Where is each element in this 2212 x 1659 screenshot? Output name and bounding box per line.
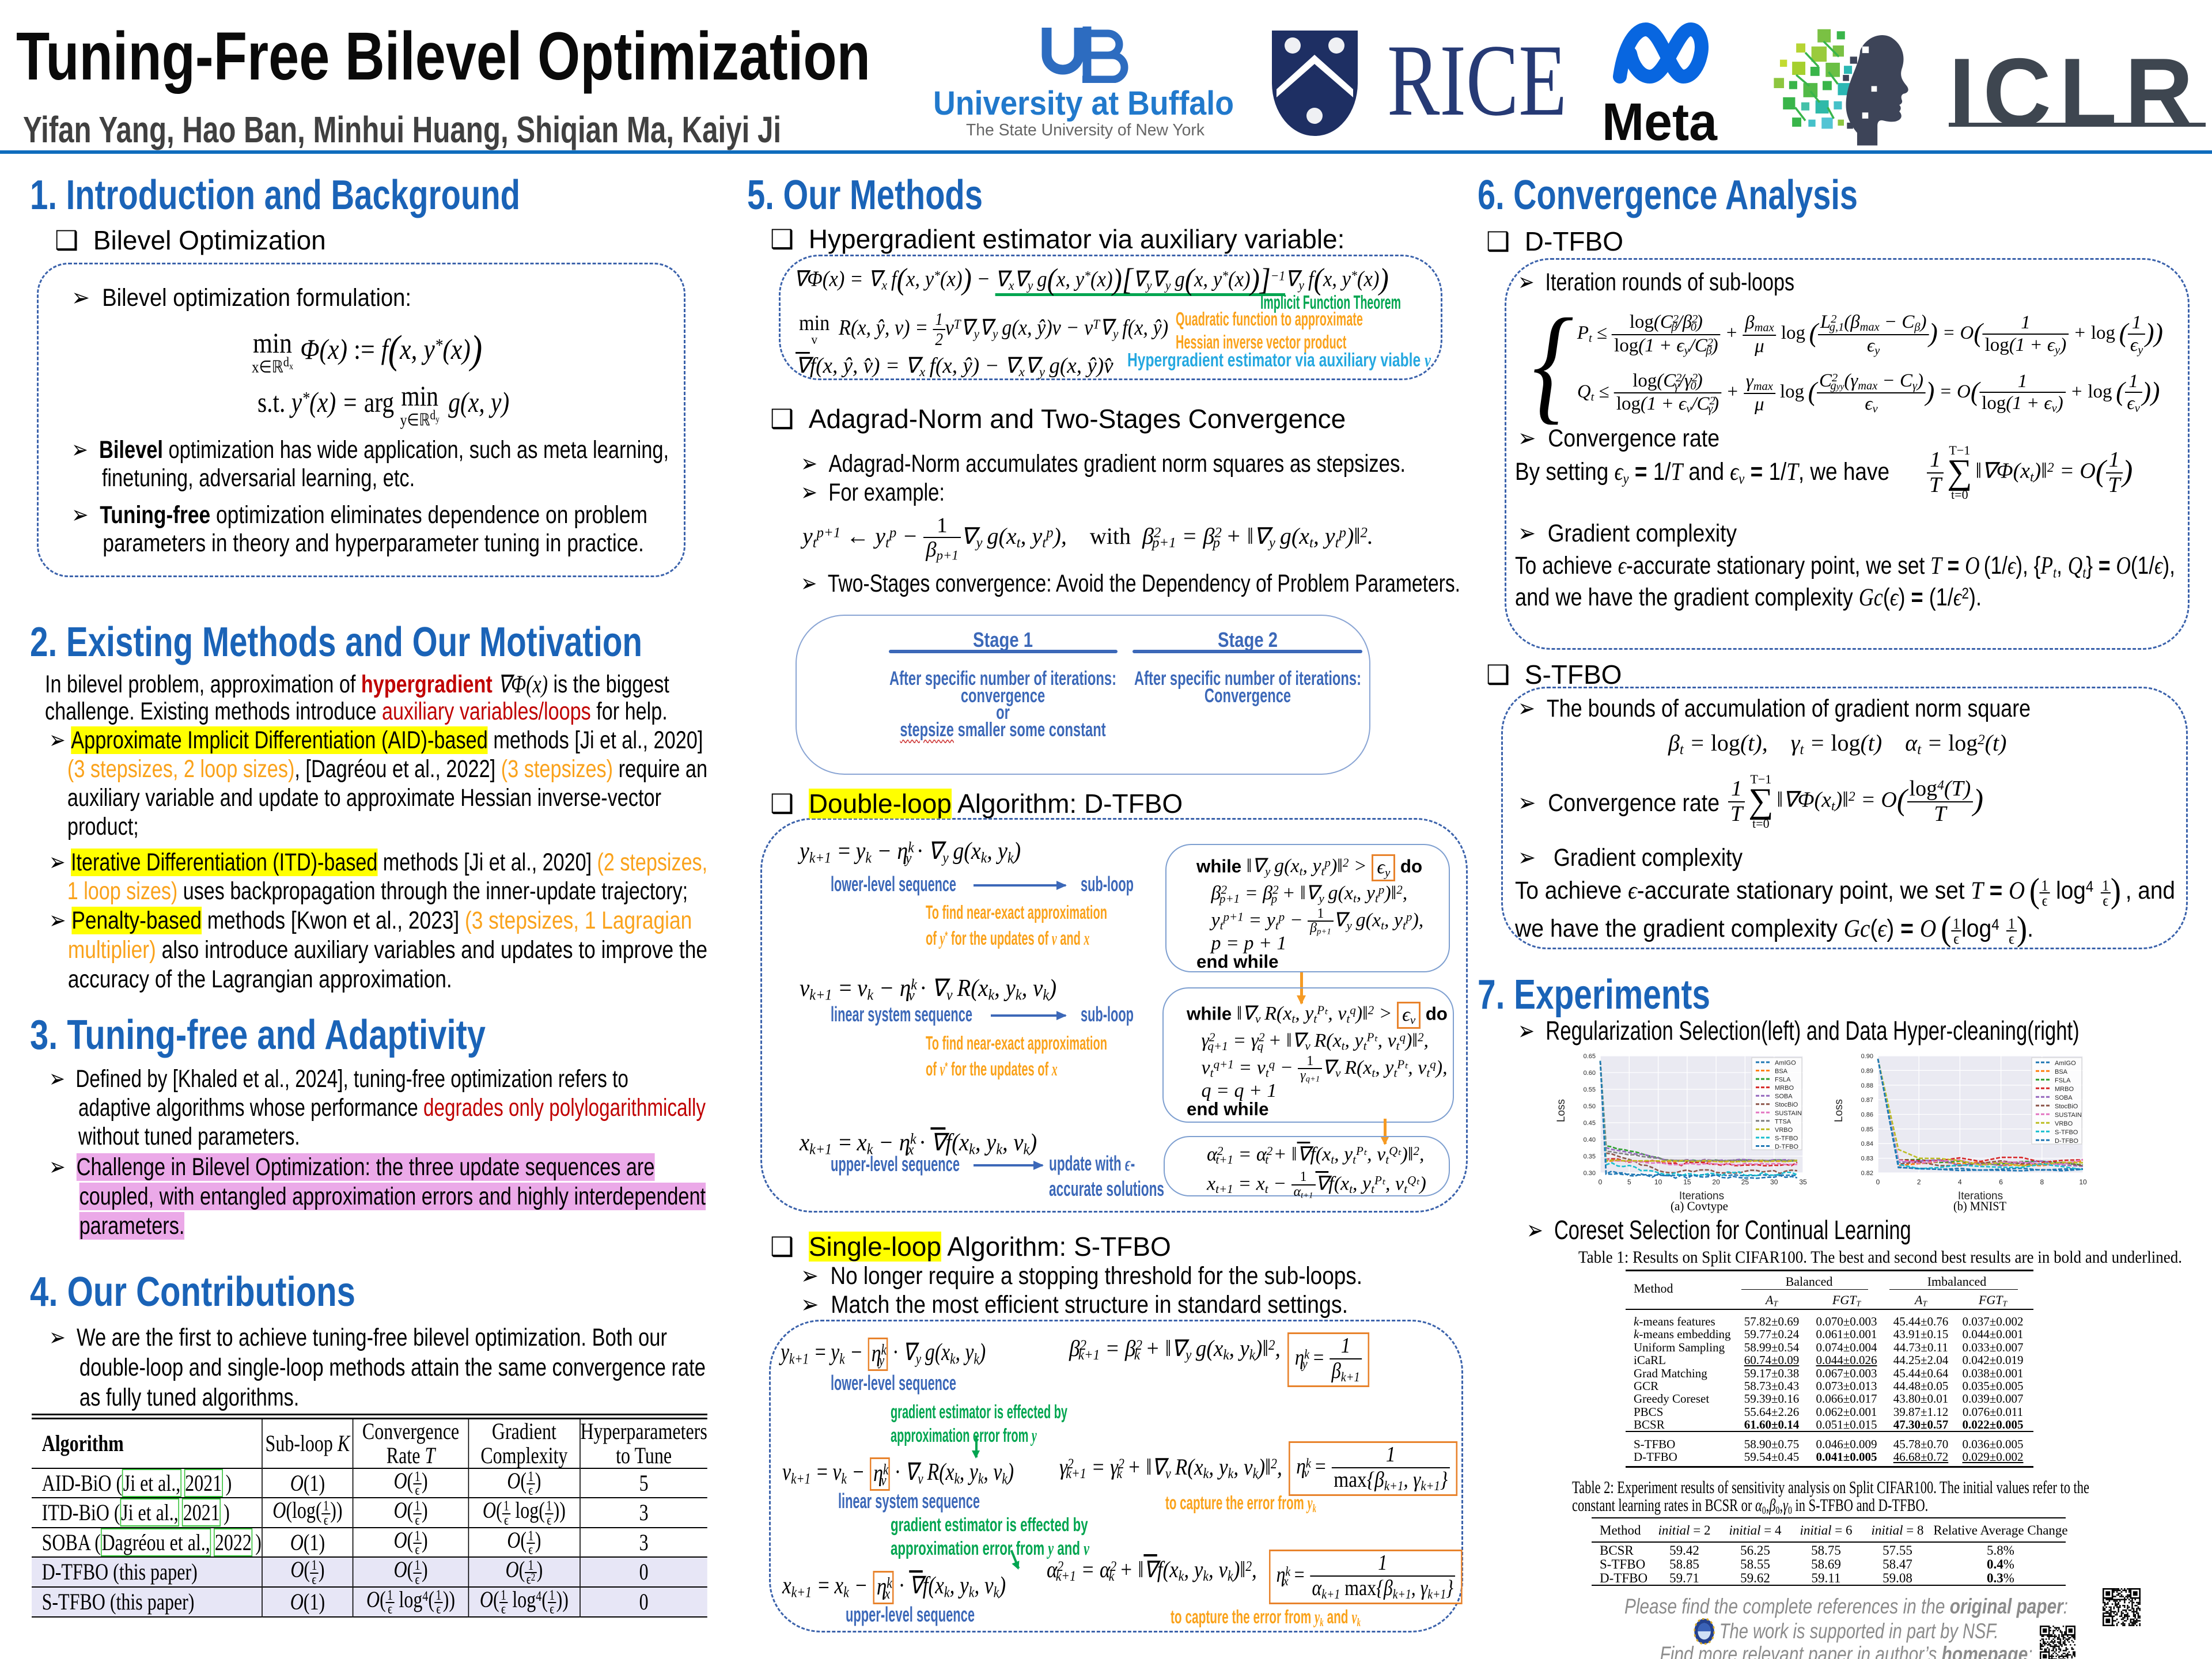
svg-text:S-TFBO: S-TFBO bbox=[2055, 1129, 2078, 1136]
svg-text:0.35: 0.35 bbox=[1584, 1153, 1596, 1160]
svg-text:0.88: 0.88 bbox=[1861, 1082, 1873, 1089]
svg-text:0.86: 0.86 bbox=[1861, 1112, 1873, 1119]
svg-text:MRBO: MRBO bbox=[2055, 1086, 2074, 1093]
svg-text:35: 35 bbox=[1799, 1178, 1807, 1186]
svg-text:BSA: BSA bbox=[1775, 1068, 1788, 1075]
svg-text:AmIGO: AmIGO bbox=[2055, 1060, 2076, 1067]
svg-text:0.65: 0.65 bbox=[1584, 1053, 1596, 1060]
svg-text:0.60: 0.60 bbox=[1584, 1070, 1596, 1077]
svg-text:0.83: 0.83 bbox=[1861, 1156, 1873, 1162]
svg-text:SOBA: SOBA bbox=[1775, 1093, 1793, 1100]
svg-text:6: 6 bbox=[1999, 1178, 2003, 1186]
svg-text:BSA: BSA bbox=[2055, 1069, 2068, 1075]
svg-text:FSLA: FSLA bbox=[1775, 1077, 1791, 1084]
svg-text:10: 10 bbox=[1654, 1178, 1662, 1186]
svg-text:MRBO: MRBO bbox=[1775, 1085, 1794, 1092]
svg-text:10: 10 bbox=[2079, 1178, 2087, 1186]
svg-text:AmIGO: AmIGO bbox=[1775, 1060, 1796, 1067]
svg-text:5: 5 bbox=[1627, 1178, 1631, 1186]
svg-text:SOBA: SOBA bbox=[2055, 1094, 2073, 1101]
svg-text:15: 15 bbox=[1683, 1178, 1691, 1186]
svg-text:0.90: 0.90 bbox=[1861, 1053, 1873, 1060]
svg-text:0.87: 0.87 bbox=[1861, 1097, 1873, 1104]
svg-text:0.85: 0.85 bbox=[1861, 1126, 1873, 1133]
svg-text:0: 0 bbox=[1876, 1178, 1880, 1186]
svg-text:TTSA: TTSA bbox=[1775, 1118, 1791, 1125]
svg-text:0.55: 0.55 bbox=[1584, 1086, 1596, 1093]
svg-text:0: 0 bbox=[1599, 1178, 1603, 1186]
svg-text:2: 2 bbox=[1917, 1178, 1921, 1186]
svg-text:VRBO: VRBO bbox=[1775, 1127, 1793, 1134]
svg-text:0.45: 0.45 bbox=[1584, 1120, 1596, 1127]
svg-text:30: 30 bbox=[1770, 1178, 1778, 1186]
svg-text:0.50: 0.50 bbox=[1584, 1103, 1596, 1110]
svg-text:0.89: 0.89 bbox=[1861, 1067, 1873, 1074]
svg-text:20: 20 bbox=[1712, 1178, 1720, 1186]
svg-text:Iterations: Iterations bbox=[1958, 1190, 2003, 1202]
svg-text:25: 25 bbox=[1741, 1178, 1749, 1186]
svg-text:SUSTAIN: SUSTAIN bbox=[2055, 1112, 2082, 1119]
svg-text:8: 8 bbox=[2040, 1178, 2044, 1186]
svg-text:StocBiO: StocBiO bbox=[2055, 1103, 2078, 1110]
svg-text:SUSTAIN: SUSTAIN bbox=[1775, 1110, 1802, 1117]
svg-text:VRBO: VRBO bbox=[2055, 1120, 2073, 1127]
svg-text:S-TFBO: S-TFBO bbox=[1775, 1135, 1798, 1142]
svg-text:Iterations: Iterations bbox=[1679, 1190, 1724, 1202]
svg-text:StocBiO: StocBiO bbox=[1775, 1101, 1798, 1108]
svg-text:Loss: Loss bbox=[1555, 1099, 1567, 1122]
svg-text:0.82: 0.82 bbox=[1861, 1170, 1873, 1177]
svg-text:0.84: 0.84 bbox=[1861, 1141, 1873, 1147]
svg-text:FSLA: FSLA bbox=[2055, 1077, 2071, 1084]
svg-text:0.30: 0.30 bbox=[1584, 1170, 1596, 1177]
svg-text:D-TFBO: D-TFBO bbox=[2055, 1138, 2078, 1145]
svg-text:D-TFBO: D-TFBO bbox=[1775, 1143, 1798, 1150]
svg-text:4: 4 bbox=[1958, 1178, 1962, 1186]
svg-text:0.40: 0.40 bbox=[1584, 1137, 1596, 1143]
svg-text:Loss: Loss bbox=[1833, 1099, 1845, 1122]
